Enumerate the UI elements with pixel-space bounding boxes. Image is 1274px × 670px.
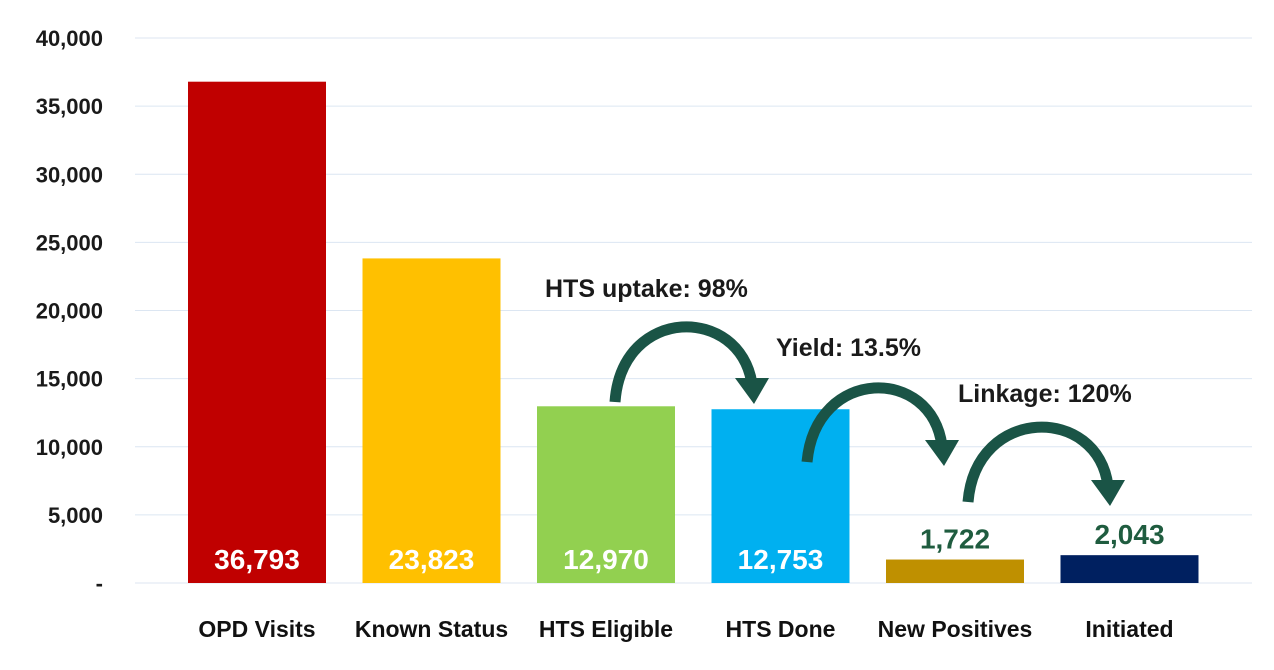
- y-tick-label: 35,000: [36, 94, 103, 119]
- bars: [188, 81, 1199, 583]
- annotation-label: HTS uptake: 98%: [545, 275, 748, 303]
- y-tick-label: 25,000: [36, 230, 103, 255]
- y-tick-label: 40,000: [36, 26, 103, 51]
- category-label: HTS Eligible: [539, 616, 673, 642]
- bar: [1060, 555, 1199, 583]
- y-tick-label: 30,000: [36, 162, 103, 187]
- bar: [188, 81, 326, 583]
- arrows: [609, 321, 1125, 506]
- bar-value-label: 12,970: [563, 544, 649, 575]
- y-tick-label: -: [96, 571, 103, 596]
- bar-value-label: 1,722: [920, 524, 990, 555]
- bar-value-label: 23,823: [389, 544, 475, 575]
- y-tick-label: 20,000: [36, 299, 103, 324]
- y-tick-label: 5,000: [48, 503, 103, 528]
- category-label: Initiated: [1085, 616, 1173, 642]
- annotations: HTS uptake: 98% Yield: 13.5% Linkage: 120%: [545, 275, 1132, 408]
- category-labels: OPD Visits Known Status HTS Eligible HTS Do…: [198, 616, 1173, 642]
- value-labels: 36,793 23,823 12,970 12,753 1,722 2,043: [214, 519, 1164, 575]
- curved-arrow: [609, 321, 758, 403]
- bar-value-label: 12,753: [738, 544, 824, 575]
- annotation-label: Yield: 13.5%: [776, 334, 921, 362]
- bar: [711, 409, 850, 583]
- annotation-label: Linkage: 120%: [958, 380, 1132, 408]
- bar: [886, 559, 1024, 583]
- y-axis-ticks: - 5,000 10,000 15,000 20,000 25,000 30,000 35,0…: [36, 26, 103, 596]
- category-label: HTS Done: [726, 616, 836, 642]
- category-label: New Positives: [878, 616, 1033, 642]
- curved-arrow: [801, 382, 948, 463]
- category-label: Known Status: [355, 616, 508, 642]
- bar: [537, 406, 675, 583]
- bar-value-label: 2,043: [1094, 519, 1164, 550]
- arrowhead-icon: [1091, 480, 1125, 506]
- category-label: OPD Visits: [198, 616, 315, 642]
- bar-value-label: 36,793: [214, 544, 300, 575]
- arrowhead-icon: [925, 440, 959, 466]
- curved-arrow: [962, 421, 1114, 503]
- y-tick-label: 15,000: [36, 367, 103, 392]
- arrowhead-icon: [735, 378, 769, 404]
- y-tick-label: 10,000: [36, 435, 103, 460]
- bar: [362, 258, 501, 583]
